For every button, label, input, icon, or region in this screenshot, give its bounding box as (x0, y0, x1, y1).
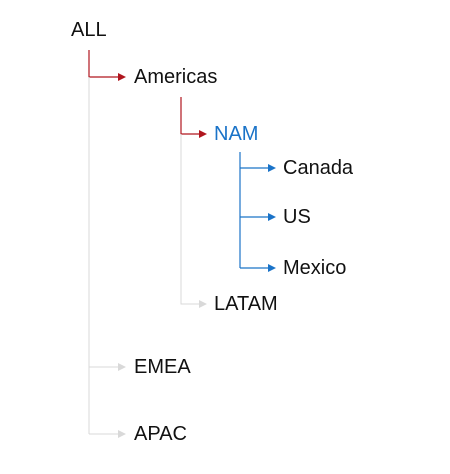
node-nam[interactable]: NAM (214, 122, 258, 146)
node-canada[interactable]: Canada (283, 156, 353, 180)
arrowhead-us (268, 213, 276, 221)
node-americas[interactable]: Americas (134, 65, 217, 89)
node-apac[interactable]: APAC (134, 422, 187, 446)
arrowhead-nam (199, 130, 207, 138)
connector-americas-nam (181, 97, 199, 134)
node-latam[interactable]: LATAM (214, 292, 278, 316)
arrowhead-emea (118, 363, 126, 371)
node-emea[interactable]: EMEA (134, 355, 191, 379)
arrowhead-americas (118, 73, 126, 81)
connector-all-americas (89, 50, 118, 77)
node-all[interactable]: ALL (71, 18, 107, 42)
arrowhead-latam (199, 300, 207, 308)
node-mexico[interactable]: Mexico (283, 256, 346, 280)
arrowhead-canada (268, 164, 276, 172)
arrowhead-apac (118, 430, 126, 438)
connector-americas-latam (181, 134, 199, 304)
node-us[interactable]: US (283, 205, 311, 229)
arrowhead-mexico (268, 264, 276, 272)
